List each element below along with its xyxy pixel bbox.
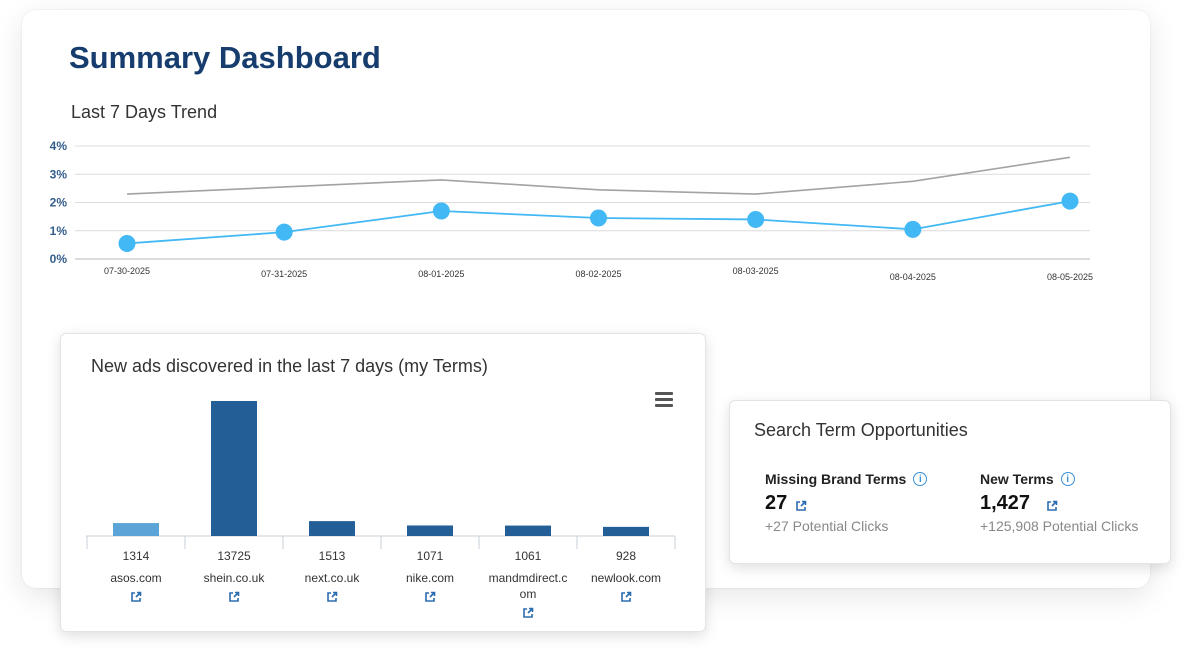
bar-value-label: 1513 <box>318 549 346 563</box>
new-ads-title: New ads discovered in the last 7 days (m… <box>91 356 488 376</box>
new-terms: New Terms i 1,427 +125,908 Potential Cli… <box>980 471 1138 534</box>
y-tick-label: 4% <box>50 139 68 153</box>
new-ads-card: New ads discovered in the last 7 days (m… <box>60 333 706 632</box>
external-link-icon[interactable] <box>130 591 142 603</box>
missing-brand-terms-label: Missing Brand Terms <box>765 471 907 487</box>
info-icon[interactable]: i <box>1060 472 1075 486</box>
site-name: shein.co.uk <box>203 571 265 585</box>
site-column: 1513 next.co.uk <box>283 549 381 608</box>
x-tick-label: 08-03-2025 <box>733 266 779 276</box>
new-terms-value: 1,427 <box>980 492 1031 514</box>
x-tick-label: 08-05-2025 <box>1047 272 1093 282</box>
external-link-icon[interactable] <box>522 607 534 619</box>
site-name: asos.com <box>110 571 162 585</box>
bar-value-label: 1071 <box>416 549 444 563</box>
missing-brand-terms-value: 27 <box>765 492 788 514</box>
bar <box>211 401 257 536</box>
x-tick-label: 07-31-2025 <box>261 269 307 279</box>
opportunities-title: Search Term Opportunities <box>754 420 968 440</box>
trend-line-chart: 0% 1% 2% 3% 4% 07-30-2025 07-31-2025 08-01-2025… <box>50 139 1093 282</box>
missing-brand-terms-clicks: +27 Potential Clicks <box>765 518 889 534</box>
x-tick-label: 08-04-2025 <box>890 272 936 282</box>
x-tick-label: 08-02-2025 <box>575 269 621 279</box>
y-tick-label: 3% <box>50 167 68 181</box>
new-terms-clicks: +125,908 Potential Clicks <box>980 518 1139 534</box>
y-tick-label: 2% <box>50 196 68 210</box>
data-point <box>118 234 136 252</box>
missing-brand-terms: Missing Brand Terms i 27 +27 Potential C… <box>765 471 928 534</box>
data-point <box>590 209 607 227</box>
site-column: 13725 shein.co.uk <box>185 549 283 608</box>
search-term-opportunities-card: Search Term Opportunities Missing Brand … <box>729 400 1171 564</box>
external-link-icon[interactable] <box>795 500 807 512</box>
trend-chart-title: Last 7 Days Trend <box>71 102 218 122</box>
data-point <box>904 220 922 238</box>
data-point <box>275 223 293 241</box>
y-tick-label: 0% <box>50 252 68 266</box>
bar <box>603 526 649 536</box>
series-line-secondary <box>126 156 1071 195</box>
bar-value-label: 928 <box>615 549 637 563</box>
site-name: nike.com <box>405 571 455 585</box>
x-tick-label: 08-01-2025 <box>418 269 464 279</box>
page-title: Summary Dashboard <box>69 40 381 75</box>
chart-menu-button[interactable] <box>655 392 675 408</box>
info-icon[interactable]: i <box>913 472 928 486</box>
external-link-icon[interactable] <box>620 591 632 603</box>
bar-value-label: 1061 <box>514 549 542 563</box>
site-column: 928 newlook.com <box>577 549 675 608</box>
bar <box>113 523 159 536</box>
external-link-icon[interactable] <box>326 591 338 603</box>
site-name: next.co.uk <box>304 571 360 585</box>
site-column: 1071 nike.com <box>381 549 479 608</box>
external-link-icon[interactable] <box>424 591 436 603</box>
external-link-icon[interactable] <box>228 591 240 603</box>
bar-value-label: 1314 <box>122 549 150 563</box>
external-link-icon[interactable] <box>1046 500 1058 512</box>
bar <box>505 525 551 536</box>
bar-value-label: 13725 <box>217 549 251 563</box>
new-terms-label: New Terms <box>980 471 1054 487</box>
bar <box>309 521 355 536</box>
x-tick-label: 07-30-2025 <box>104 266 150 276</box>
y-tick-label: 1% <box>50 224 68 238</box>
site-column: 1314 asos.com <box>87 549 185 608</box>
data-point <box>432 202 450 220</box>
site-column: 1061 mandmdirect.com <box>479 549 577 624</box>
site-name: mandmdirect.com <box>488 571 568 601</box>
site-name: newlook.com <box>590 571 662 585</box>
data-point <box>747 210 765 228</box>
data-point <box>1061 192 1079 210</box>
bar <box>407 525 453 536</box>
